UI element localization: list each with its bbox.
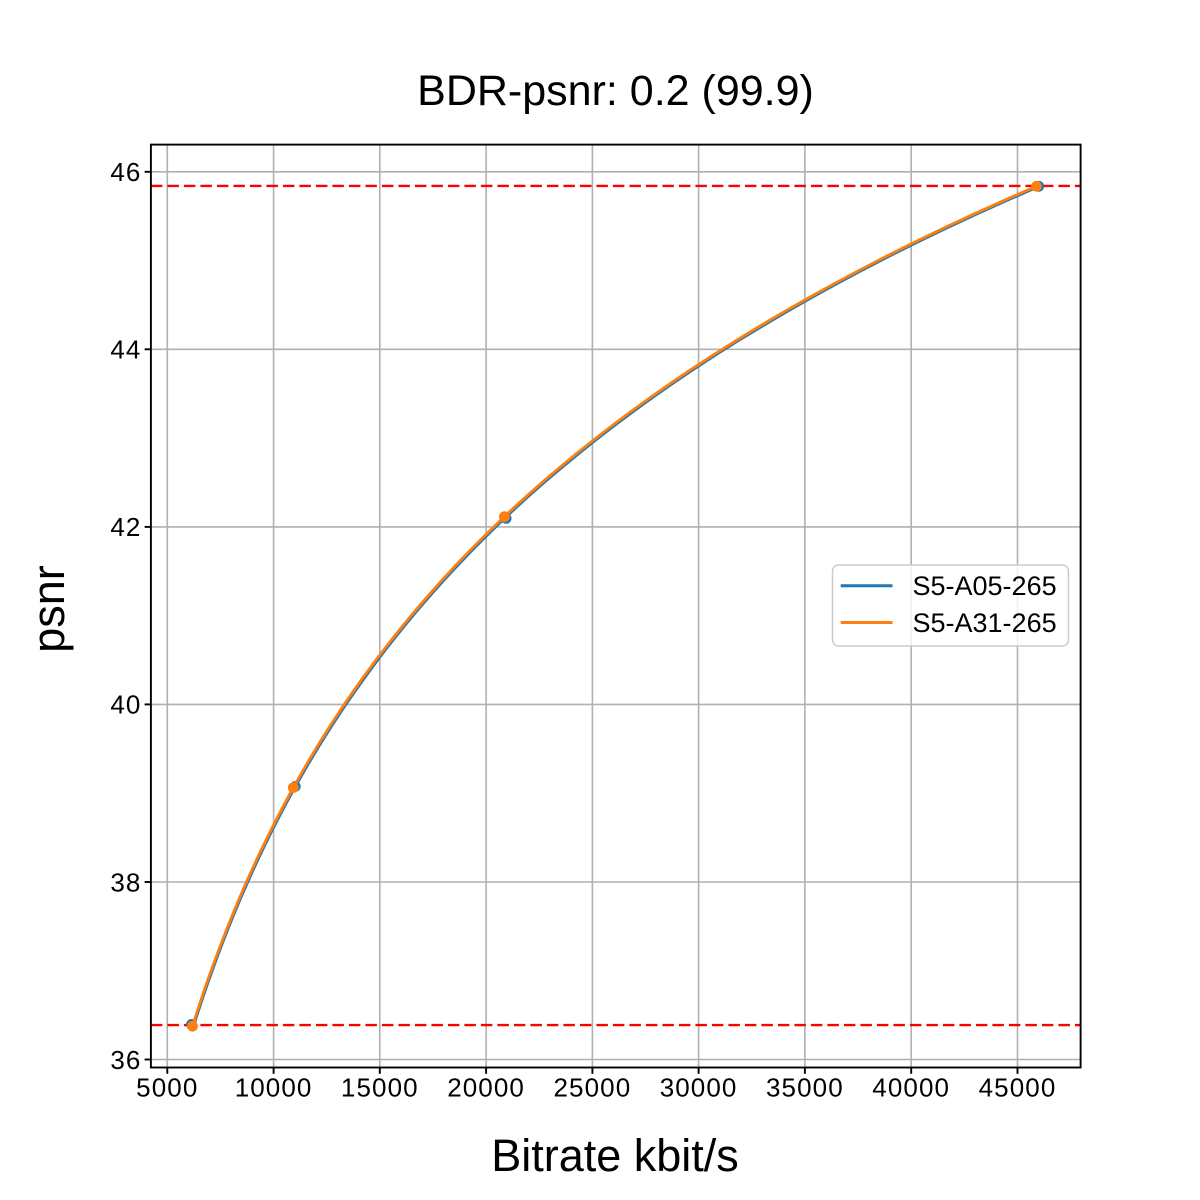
- svg-text:10000: 10000: [235, 1073, 313, 1103]
- svg-text:psnr: psnr: [23, 565, 74, 653]
- svg-text:40000: 40000: [872, 1073, 950, 1103]
- svg-text:46: 46: [110, 157, 141, 187]
- svg-text:42: 42: [110, 512, 141, 542]
- svg-text:30000: 30000: [660, 1073, 738, 1103]
- svg-text:5000: 5000: [136, 1073, 198, 1103]
- svg-text:36: 36: [110, 1045, 141, 1075]
- svg-text:S5-A05-265: S5-A05-265: [913, 571, 1057, 601]
- svg-text:40: 40: [110, 690, 141, 720]
- svg-text:35000: 35000: [766, 1073, 844, 1103]
- svg-text:45000: 45000: [979, 1073, 1057, 1103]
- svg-text:44: 44: [110, 335, 141, 365]
- svg-text:25000: 25000: [553, 1073, 631, 1103]
- svg-text:BDR-psnr: 0.2 (99.9): BDR-psnr: 0.2 (99.9): [417, 67, 814, 115]
- svg-text:38: 38: [110, 867, 141, 897]
- svg-text:S5-A31-265: S5-A31-265: [913, 608, 1057, 638]
- svg-text:Bitrate kbit/s: Bitrate kbit/s: [491, 1130, 739, 1181]
- svg-text:20000: 20000: [447, 1073, 525, 1103]
- svg-text:15000: 15000: [341, 1073, 419, 1103]
